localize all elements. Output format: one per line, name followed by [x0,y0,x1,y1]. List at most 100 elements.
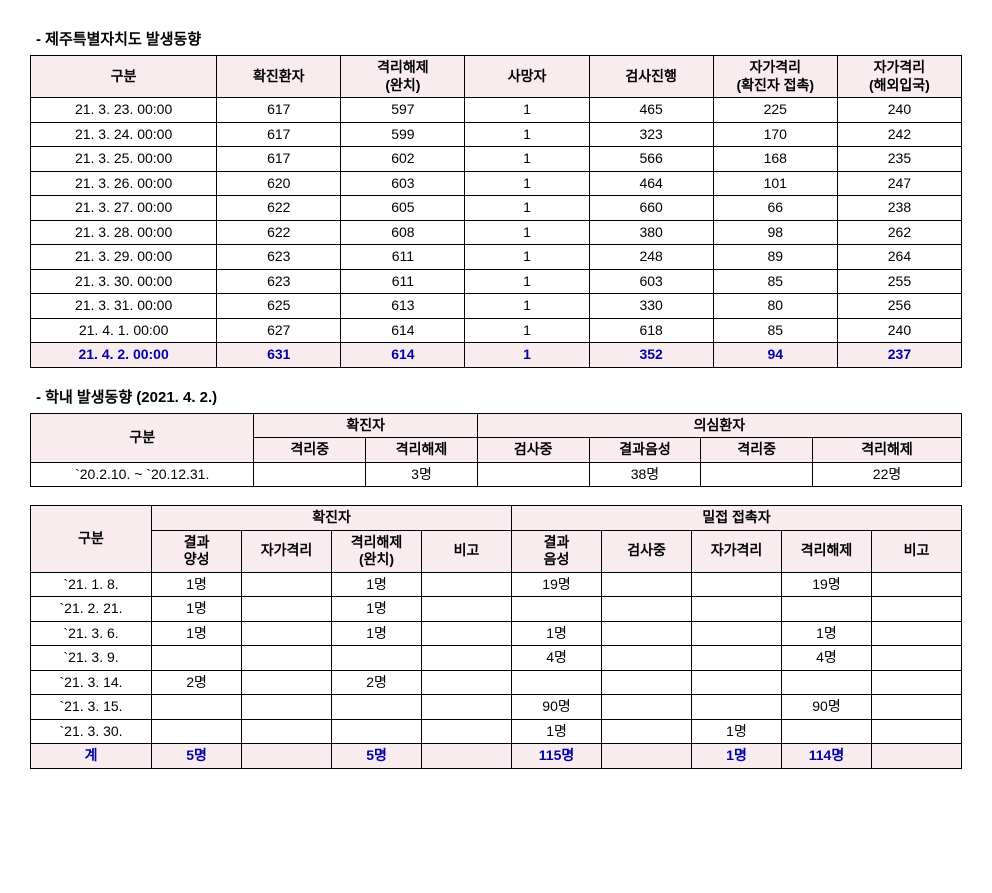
cell [871,646,961,671]
cell: 2명 [152,670,242,695]
th-confirmed: 확진자 [254,413,477,438]
cell [871,744,961,769]
cell: 1명 [692,744,782,769]
cell: 21. 3. 28. 00:00 [31,220,217,245]
th-sub: 자가격리 [692,530,782,572]
cell: `21. 3. 14. [31,670,152,695]
cell [422,744,512,769]
cell: 247 [837,171,961,196]
th-confirmed: 확진자 [152,506,512,531]
cell [422,670,512,695]
cell: 623 [217,245,341,270]
table-row: `21. 2. 21.1명1명 [31,597,962,622]
cell: 617 [217,122,341,147]
cell: 1 [465,171,589,196]
table-header-row: 구분 확진자 밀접 접촉자 [31,506,962,531]
th-sub: 결과음성 [589,438,701,463]
cell: 464 [589,171,713,196]
cell: 599 [341,122,465,147]
cell: 631 [217,343,341,368]
th-testing: 검사진행 [589,56,713,98]
cell: 225 [713,98,837,123]
cell [242,695,332,720]
cell [871,695,961,720]
cell [422,695,512,720]
th-sub: 결과양성 [152,530,242,572]
cell: 1 [465,220,589,245]
cell: 1명 [332,597,422,622]
cell: 1 [465,269,589,294]
cell [332,646,422,671]
cell [602,670,692,695]
cell: 323 [589,122,713,147]
cell [512,597,602,622]
cell: 603 [341,171,465,196]
cell [242,744,332,769]
cell: 21. 3. 23. 00:00 [31,98,217,123]
cell: 597 [341,98,465,123]
table-header-row: 구분 확진자 의심환자 [31,413,962,438]
cell: 90명 [781,695,871,720]
cell [871,621,961,646]
cell: 114명 [781,744,871,769]
cell [781,597,871,622]
cell [152,646,242,671]
table-row: 21. 3. 27. 00:00622605166066238 [31,196,962,221]
cell: 19명 [781,572,871,597]
cell: 66 [713,196,837,221]
cell [871,572,961,597]
cell: 617 [217,98,341,123]
cell [871,597,961,622]
cell: 660 [589,196,713,221]
cell: 248 [589,245,713,270]
th-sub: 격리해제 [366,438,478,463]
cell [692,621,782,646]
cell [692,646,782,671]
cell: 1 [465,196,589,221]
cell: 1명 [332,572,422,597]
cell [512,670,602,695]
cell: 1 [465,122,589,147]
cell [602,744,692,769]
cell [602,621,692,646]
table-row: `21. 3. 6.1명1명1명1명 [31,621,962,646]
cell: 605 [341,196,465,221]
cell: 3명 [366,462,478,487]
cell: 101 [713,171,837,196]
table-row: 21. 3. 29. 00:00623611124889264 [31,245,962,270]
cell: 618 [589,318,713,343]
cell: 380 [589,220,713,245]
cell: 21. 4. 2. 00:00 [31,343,217,368]
jeju-trend-table: 구분 확진환자 격리해제(완치) 사망자 검사진행 자가격리(확진자 접촉) 자… [30,55,962,368]
cell: 240 [837,98,961,123]
cell: 21. 3. 30. 00:00 [31,269,217,294]
table-header-row: 구분 확진환자 격리해제(완치) 사망자 검사진행 자가격리(확진자 접촉) 자… [31,56,962,98]
cell: 4명 [512,646,602,671]
school-trend-table-1: 구분 확진자 의심환자 격리중 격리해제 검사중 결과음성 격리중 격리해제 `… [30,413,962,488]
cell: 80 [713,294,837,319]
cell: 1 [465,294,589,319]
cell: 1 [465,98,589,123]
cell [422,646,512,671]
cell: 603 [589,269,713,294]
cell: 256 [837,294,961,319]
cell: 94 [713,343,837,368]
table-row: 21. 3. 23. 00:006175971465225240 [31,98,962,123]
cell [692,572,782,597]
cell [332,719,422,744]
cell: `21. 3. 9. [31,646,152,671]
table-row: 21. 3. 28. 00:00622608138098262 [31,220,962,245]
cell [692,597,782,622]
table-row: `21. 1. 8.1명1명19명19명 [31,572,962,597]
cell: 4명 [781,646,871,671]
cell: 1명 [512,621,602,646]
th-sub: 격리중 [701,438,813,463]
cell: 1명 [781,621,871,646]
th-death: 사망자 [465,56,589,98]
cell: 98 [713,220,837,245]
table-row: 21. 3. 24. 00:006175991323170242 [31,122,962,147]
cell [242,621,332,646]
cell [692,670,782,695]
table-row: 21. 3. 25. 00:006176021566168235 [31,147,962,172]
th-sub: 비고 [422,530,512,572]
